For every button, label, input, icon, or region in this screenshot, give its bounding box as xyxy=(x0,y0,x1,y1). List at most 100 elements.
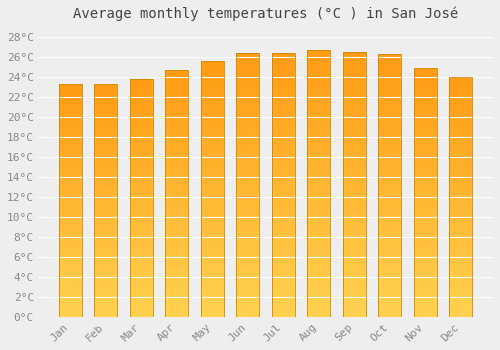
Bar xyxy=(308,130,330,133)
Bar xyxy=(308,113,330,117)
Bar xyxy=(236,218,260,222)
Bar xyxy=(343,251,366,254)
Bar xyxy=(414,84,437,86)
Bar xyxy=(378,130,402,133)
Bar xyxy=(343,72,366,75)
Bar xyxy=(166,92,188,94)
Bar xyxy=(94,315,118,317)
Bar xyxy=(130,160,153,162)
Bar xyxy=(59,306,82,309)
Bar xyxy=(414,221,437,224)
Bar xyxy=(378,117,402,120)
Bar xyxy=(166,169,188,172)
Bar xyxy=(94,303,118,306)
Bar xyxy=(378,281,402,285)
Bar xyxy=(94,233,118,236)
Bar xyxy=(94,131,118,134)
Bar xyxy=(236,86,260,89)
Bar xyxy=(308,204,330,207)
Bar xyxy=(94,128,118,131)
Bar xyxy=(130,234,153,237)
Bar xyxy=(378,110,402,113)
Bar xyxy=(272,281,295,285)
Bar xyxy=(130,106,153,109)
Bar xyxy=(236,169,260,172)
Bar xyxy=(166,129,188,132)
Bar xyxy=(272,301,295,304)
Bar xyxy=(450,92,472,95)
Bar xyxy=(378,54,402,57)
Bar xyxy=(378,77,402,80)
Bar xyxy=(272,152,295,155)
Bar xyxy=(59,247,82,250)
Bar xyxy=(201,266,224,270)
Bar xyxy=(414,118,437,121)
Bar xyxy=(94,204,118,206)
Bar xyxy=(236,162,260,165)
Bar xyxy=(414,314,437,317)
Bar xyxy=(414,243,437,246)
Bar xyxy=(414,190,437,193)
Bar xyxy=(272,258,295,261)
Bar xyxy=(378,278,402,281)
Bar xyxy=(308,144,330,147)
Bar xyxy=(201,196,224,199)
Bar xyxy=(166,163,188,166)
Bar xyxy=(450,170,472,173)
Bar xyxy=(201,298,224,301)
Bar xyxy=(414,255,437,258)
Bar xyxy=(272,116,295,119)
Bar xyxy=(343,145,366,148)
Bar xyxy=(343,201,366,205)
Bar xyxy=(308,197,330,201)
Bar xyxy=(201,77,224,80)
Bar xyxy=(308,314,330,317)
Bar xyxy=(130,285,153,288)
Bar xyxy=(343,268,366,271)
Bar xyxy=(166,234,188,237)
Bar xyxy=(378,291,402,294)
Bar xyxy=(236,142,260,146)
Bar xyxy=(272,132,295,135)
Bar xyxy=(343,95,366,98)
Bar xyxy=(378,169,402,173)
Bar xyxy=(94,186,118,189)
Bar xyxy=(414,296,437,299)
Bar xyxy=(378,232,402,235)
Bar xyxy=(166,82,188,85)
Bar xyxy=(343,161,366,165)
Bar xyxy=(272,76,295,79)
Bar xyxy=(308,184,330,187)
Bar xyxy=(308,110,330,113)
Bar xyxy=(414,268,437,271)
Bar xyxy=(343,205,366,208)
Bar xyxy=(236,103,260,106)
Bar xyxy=(59,230,82,233)
Bar xyxy=(414,289,437,293)
Bar xyxy=(130,249,153,252)
Bar xyxy=(236,112,260,116)
Bar xyxy=(343,78,366,82)
Bar xyxy=(343,308,366,311)
Bar xyxy=(130,127,153,130)
Bar xyxy=(343,288,366,291)
Bar xyxy=(59,204,82,206)
Bar xyxy=(308,157,330,160)
Bar xyxy=(272,86,295,89)
Bar xyxy=(414,115,437,118)
Bar xyxy=(130,172,153,174)
Bar xyxy=(166,302,188,305)
Bar xyxy=(343,301,366,304)
Bar xyxy=(94,177,118,180)
Bar xyxy=(308,227,330,231)
Bar xyxy=(450,248,472,251)
Bar xyxy=(166,76,188,79)
Bar xyxy=(201,186,224,189)
Bar xyxy=(343,224,366,228)
Bar xyxy=(343,238,366,241)
Bar xyxy=(272,245,295,248)
Bar xyxy=(130,174,153,177)
Bar xyxy=(201,183,224,186)
Bar xyxy=(308,217,330,220)
Bar xyxy=(308,133,330,137)
